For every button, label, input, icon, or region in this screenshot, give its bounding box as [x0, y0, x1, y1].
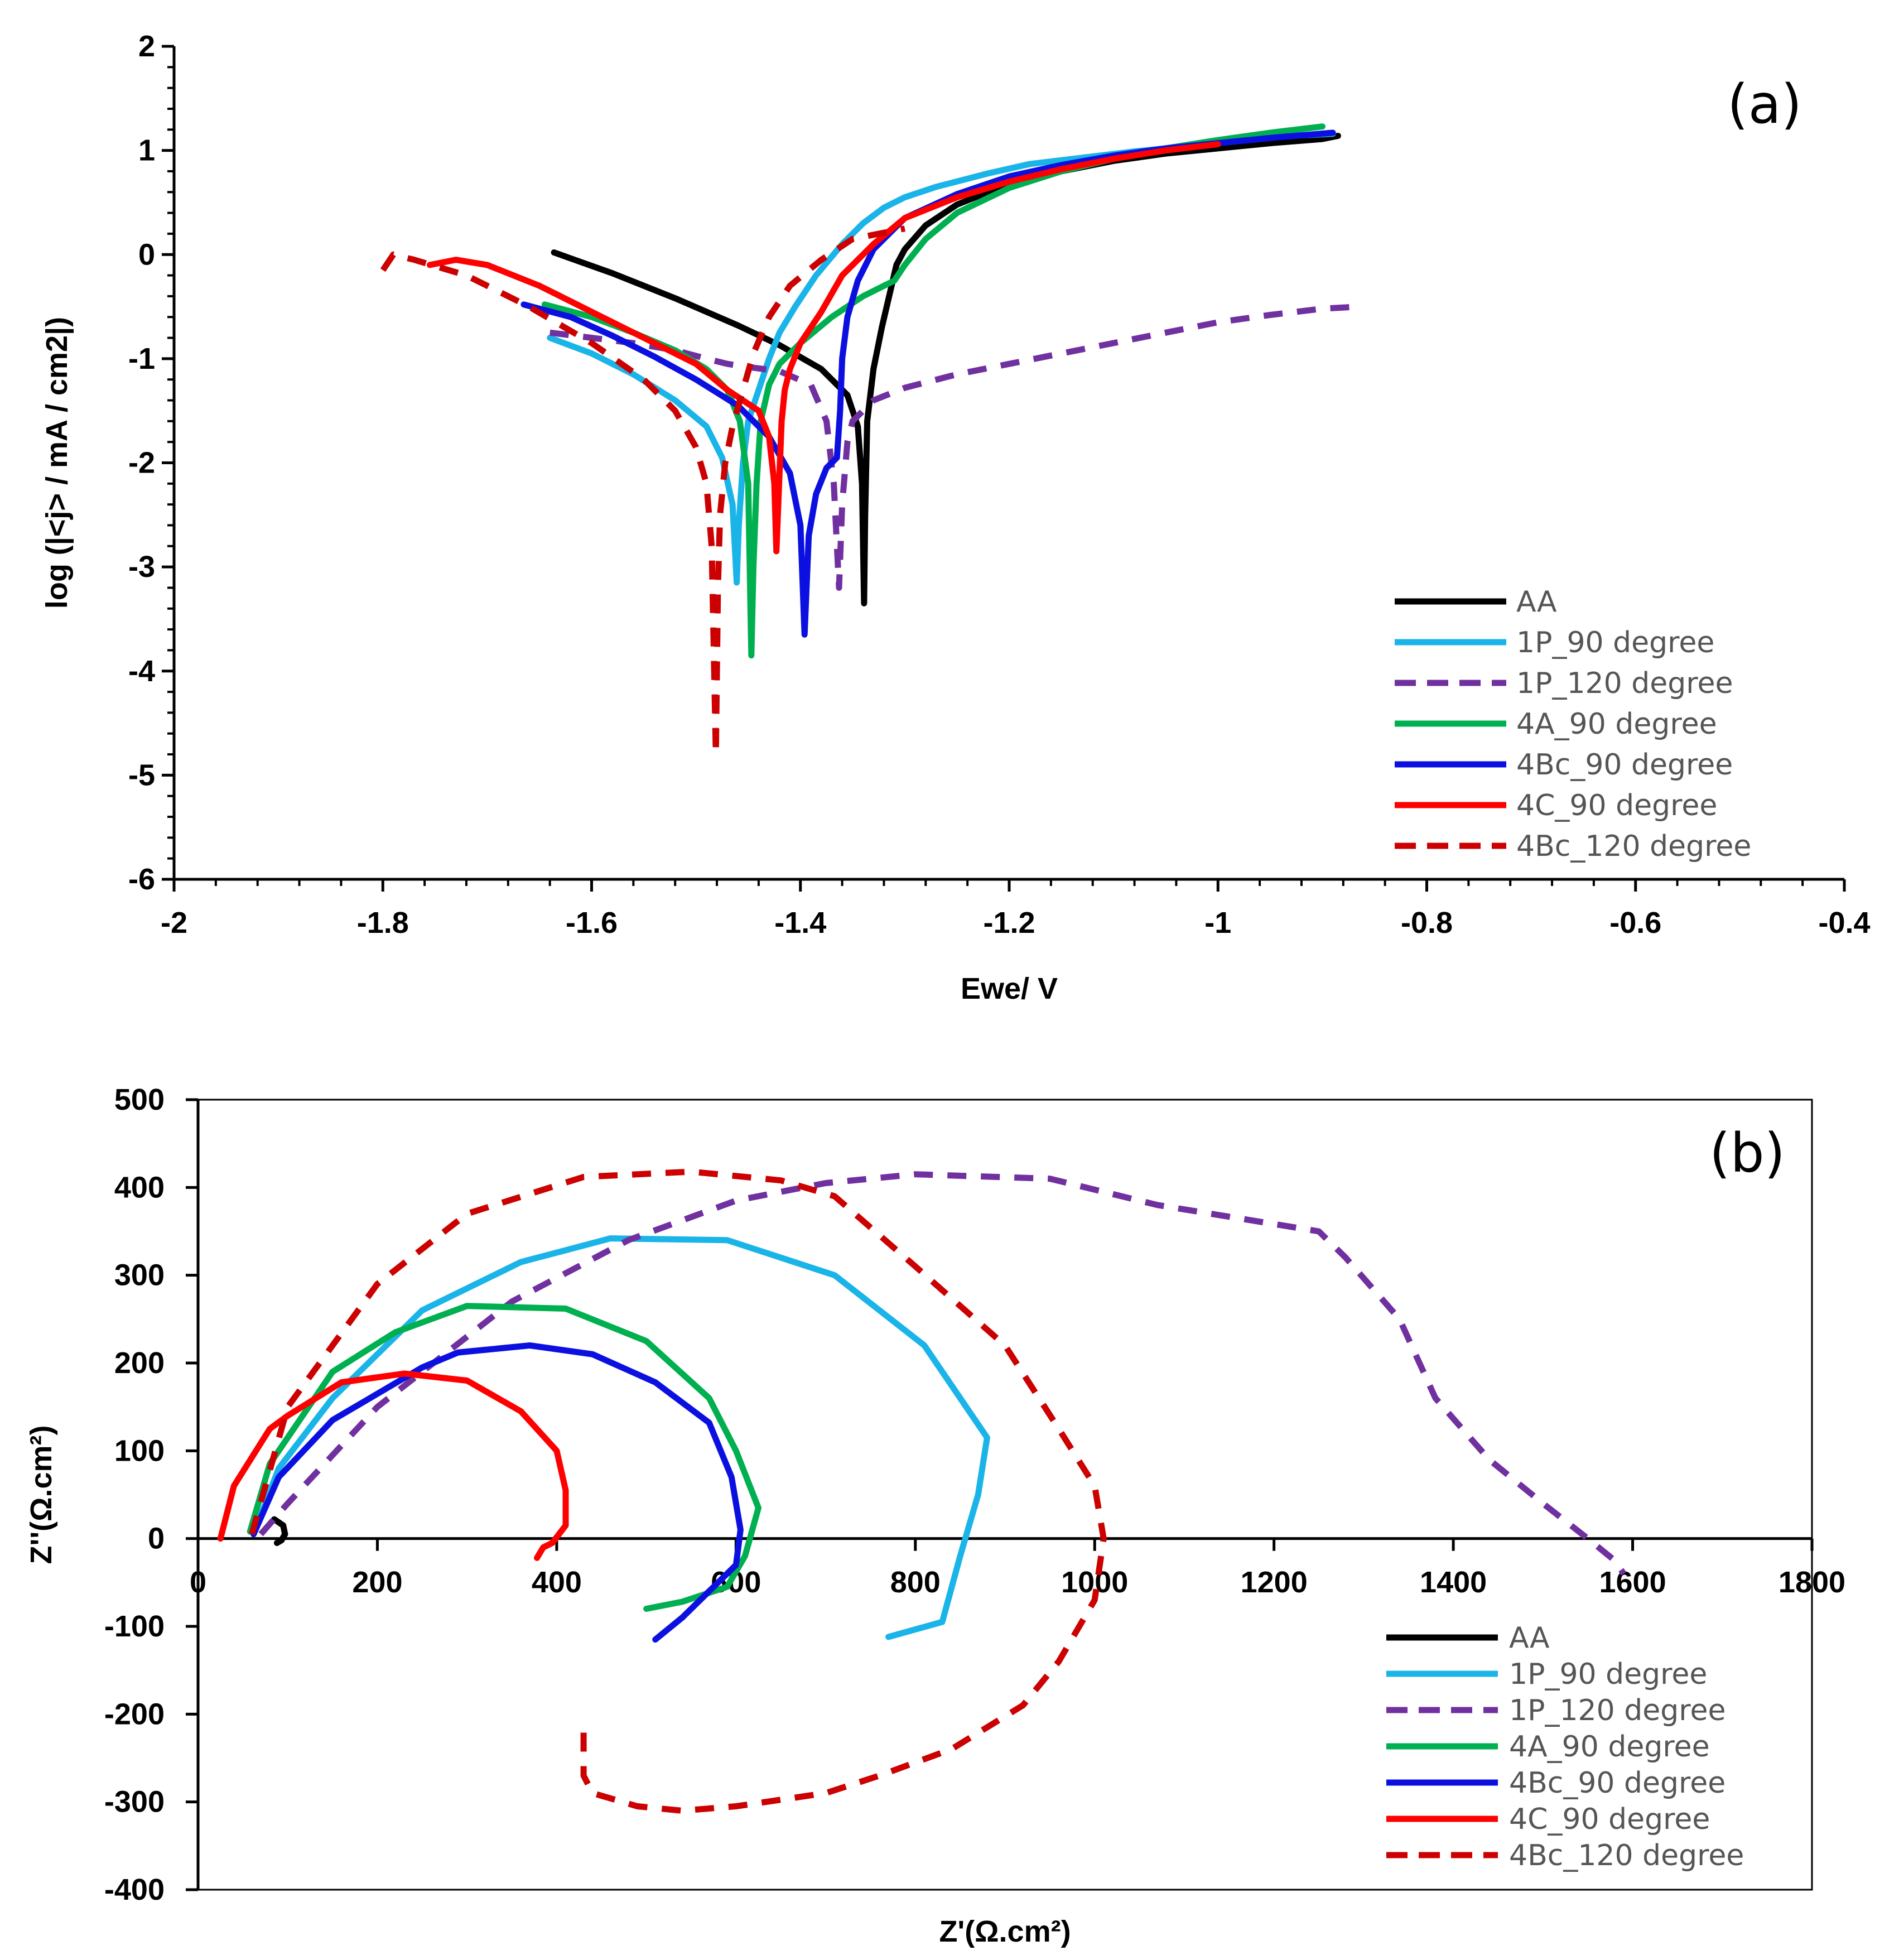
series-line-4bc-120-degree: [249, 1168, 1107, 1814]
legend-label: 4A_90 degree: [1516, 707, 1717, 741]
y-tick-label: 2: [138, 30, 155, 63]
series-line-4a-90-degree: [247, 1303, 761, 1612]
series-line-4c-90-degree: [217, 1370, 569, 1561]
x-tick-label: -1.4: [774, 906, 826, 940]
chart-a: -2 -1.8 -1.6 -1.4 -1.2 -1 -0.8 -0.6 -0.4210-1-2-…: [40, 30, 1871, 1005]
legend-label: 1P_120 degree: [1509, 1694, 1726, 1727]
y-tick-label: 100: [114, 1434, 165, 1467]
y-tick-label: 0: [138, 238, 155, 271]
y-tick-label: -3: [128, 550, 155, 584]
x-tick-label: -1: [1204, 906, 1231, 940]
x-tick-label: -1.8: [357, 906, 409, 940]
y-tick-label: -400: [104, 1873, 165, 1906]
series-line-4bc-90-degree: [250, 1342, 744, 1643]
y-axis-title: log (|<j> / mA / cm2|): [40, 317, 74, 609]
y-tick-label: 400: [114, 1171, 165, 1204]
series-line-1p-120-degree: [258, 1171, 1627, 1576]
y-tick-label: -5: [128, 758, 155, 792]
legend-label: 1P_120 degree: [1516, 667, 1733, 700]
series-line-4bc-90-degree: [520, 129, 1336, 638]
y-tick-label: -2: [128, 446, 155, 480]
legend-label: AA: [1509, 1621, 1550, 1655]
x-tick-label: -0.8: [1401, 906, 1453, 940]
legend-label: 4Bc_90 degree: [1516, 748, 1733, 782]
legend-label: 4A_90 degree: [1509, 1730, 1710, 1764]
x-tick-label: -0.6: [1609, 906, 1661, 940]
x-tick-label: 1400: [1420, 1566, 1487, 1599]
x-tick-label: 0: [190, 1566, 206, 1599]
y-tick-label: 500: [114, 1083, 165, 1116]
y-tick-label: -6: [128, 863, 155, 896]
panel-label: (a): [1727, 73, 1802, 136]
legend-label: 4Bc_120 degree: [1516, 830, 1751, 863]
x-axis-title: Z'(Ω.cm²): [939, 1915, 1071, 1948]
plot-frame: [197, 1099, 1813, 1891]
legend: AA 1P_90 degree 1P_120 degree 4A_90 degree 4…: [1395, 585, 1751, 863]
y-tick-label: 0: [148, 1522, 165, 1556]
y-tick-label: -200: [104, 1697, 165, 1731]
y-tick-label: -300: [104, 1785, 165, 1819]
series-line-aa: [271, 1516, 288, 1546]
y-tick-label: 300: [114, 1259, 165, 1292]
x-tick-label: 400: [532, 1566, 582, 1599]
x-tick-label: 1200: [1241, 1566, 1308, 1599]
legend-label: AA: [1516, 585, 1557, 619]
x-tick-label: -2: [161, 906, 187, 940]
legend-label: 1P_90 degree: [1516, 626, 1714, 659]
series-line-4c-90-degree: [427, 141, 1221, 555]
x-tick-label: 1600: [1599, 1566, 1666, 1599]
legend-label: 1P_90 degree: [1509, 1658, 1707, 1691]
y-tick-label: -100: [104, 1610, 165, 1643]
x-tick-label: -1.6: [566, 906, 618, 940]
y-tick-label: -4: [128, 654, 155, 688]
x-tick-label: 1800: [1778, 1566, 1845, 1599]
x-tick-label: 200: [352, 1566, 402, 1599]
y-tick-label: 1: [138, 134, 155, 167]
legend-label: 4C_90 degree: [1516, 789, 1717, 822]
x-axis-title: Ewe/ V: [961, 972, 1058, 1005]
legend-label: 4C_90 degree: [1509, 1803, 1710, 1836]
series-line-4bc-120-degree: [380, 225, 905, 758]
x-tick-label: -1.2: [983, 906, 1035, 940]
x-tick-label: 800: [890, 1566, 941, 1599]
y-tick-label: -1: [128, 342, 155, 375]
y-tick-label: 200: [114, 1346, 165, 1380]
legend-label: 4Bc_120 degree: [1509, 1839, 1744, 1872]
panel-label: (b): [1709, 1122, 1785, 1184]
legend-label: 4Bc_90 degree: [1509, 1766, 1726, 1800]
chart-b: 0 200 400 600 800 1000 1200 1400 1600 18005004003…: [25, 1083, 1845, 1948]
y-axis-title: Z''(Ω.cm²): [25, 1426, 58, 1564]
series-line-1p-120-degree: [550, 304, 1360, 591]
x-tick-label: -0.4: [1818, 906, 1870, 940]
